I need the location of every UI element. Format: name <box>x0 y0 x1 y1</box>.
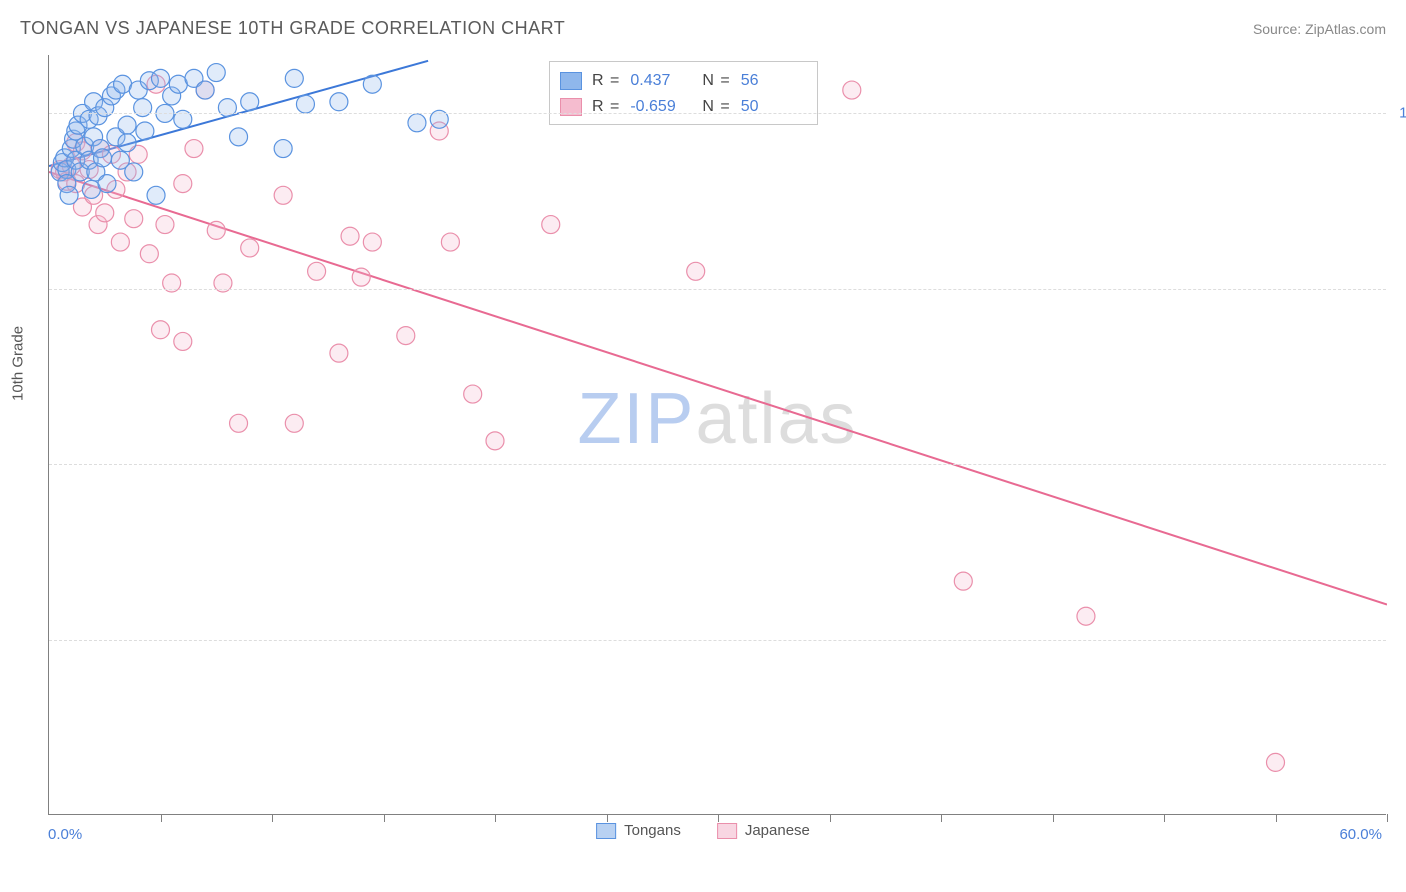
x-tick <box>161 814 162 822</box>
gridline-h <box>49 464 1386 465</box>
scatter-point-japanese <box>156 216 174 234</box>
trend-line-japanese <box>49 172 1387 605</box>
chart-title: TONGAN VS JAPANESE 10TH GRADE CORRELATIO… <box>20 18 565 39</box>
title-bar: TONGAN VS JAPANESE 10TH GRADE CORRELATIO… <box>20 18 1386 39</box>
legend-tongans-label: Tongans <box>624 822 681 839</box>
scatter-point-japanese <box>341 227 359 245</box>
scatter-point-tongans <box>118 116 136 134</box>
scatter-point-tongans <box>147 186 165 204</box>
y-axis-title: 10th Grade <box>10 326 27 401</box>
scatter-point-japanese <box>152 321 170 339</box>
x-tick <box>941 814 942 822</box>
series-legend: Tongans Japanese <box>596 822 810 839</box>
scatter-point-japanese <box>140 245 158 263</box>
scatter-point-tongans <box>274 140 292 158</box>
scatter-point-tongans <box>363 75 381 93</box>
scatter-point-japanese <box>464 385 482 403</box>
scatter-point-japanese <box>486 432 504 450</box>
x-tick <box>384 814 385 822</box>
x-tick <box>718 814 719 822</box>
scatter-point-japanese <box>274 186 292 204</box>
y-tick-label: 55.0% <box>1394 631 1406 648</box>
scatter-point-japanese <box>542 216 560 234</box>
scatter-point-japanese <box>308 262 326 280</box>
x-tick <box>272 814 273 822</box>
x-tick <box>1053 814 1054 822</box>
legend-japanese-label: Japanese <box>745 822 810 839</box>
scatter-point-tongans <box>241 93 259 111</box>
x-tick <box>1387 814 1388 822</box>
x-tick <box>607 814 608 822</box>
gridline-h <box>49 113 1386 114</box>
y-tick-label: 85.0% <box>1394 280 1406 297</box>
x-axis-max-label: 60.0% <box>1339 826 1382 843</box>
scatter-point-tongans <box>408 114 426 132</box>
scatter-svg <box>49 55 1387 815</box>
scatter-point-tongans <box>60 186 78 204</box>
x-tick <box>830 814 831 822</box>
x-axis-min-label: 0.0% <box>48 826 82 843</box>
scatter-point-japanese <box>230 414 248 432</box>
scatter-point-japanese <box>285 414 303 432</box>
gridline-h <box>49 640 1386 641</box>
scatter-point-tongans <box>125 163 143 181</box>
source-attribution: Source: ZipAtlas.com <box>1253 21 1386 37</box>
y-tick-label: 70.0% <box>1394 456 1406 473</box>
plot-area: ZIPatlas R = 0.437 N = 56 R = -0.659 N =… <box>48 55 1386 815</box>
legend-item-tongans: Tongans <box>596 822 681 839</box>
scatter-point-japanese <box>352 268 370 286</box>
gridline-h <box>49 289 1386 290</box>
scatter-point-tongans <box>152 69 170 87</box>
scatter-point-japanese <box>111 233 129 251</box>
scatter-point-tongans <box>330 93 348 111</box>
scatter-point-japanese <box>687 262 705 280</box>
scatter-point-japanese <box>843 81 861 99</box>
scatter-point-japanese <box>174 175 192 193</box>
scatter-point-tongans <box>296 95 314 113</box>
scatter-point-japanese <box>1267 753 1285 771</box>
japanese-swatch-icon <box>717 823 737 839</box>
legend-item-japanese: Japanese <box>717 822 810 839</box>
tongans-swatch-icon <box>596 823 616 839</box>
x-tick <box>1276 814 1277 822</box>
scatter-point-tongans <box>98 175 116 193</box>
y-tick-label: 100.0% <box>1394 105 1406 122</box>
scatter-point-japanese <box>185 140 203 158</box>
scatter-point-japanese <box>207 221 225 239</box>
scatter-point-japanese <box>441 233 459 251</box>
chart-container: TONGAN VS JAPANESE 10TH GRADE CORRELATIO… <box>0 0 1406 892</box>
scatter-point-tongans <box>196 81 214 99</box>
scatter-point-tongans <box>94 149 112 167</box>
scatter-point-japanese <box>363 233 381 251</box>
scatter-point-japanese <box>330 344 348 362</box>
scatter-point-tongans <box>207 64 225 82</box>
scatter-point-japanese <box>397 327 415 345</box>
scatter-point-tongans <box>136 122 154 140</box>
x-tick <box>1164 814 1165 822</box>
scatter-point-japanese <box>174 332 192 350</box>
scatter-point-tongans <box>230 128 248 146</box>
scatter-point-japanese <box>241 239 259 257</box>
x-tick <box>495 814 496 822</box>
scatter-point-japanese <box>1077 607 1095 625</box>
scatter-point-japanese <box>125 210 143 228</box>
scatter-point-japanese <box>954 572 972 590</box>
scatter-point-japanese <box>96 204 114 222</box>
scatter-point-tongans <box>285 69 303 87</box>
scatter-point-tongans <box>118 134 136 152</box>
